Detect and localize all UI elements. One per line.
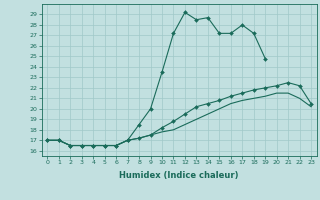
X-axis label: Humidex (Indice chaleur): Humidex (Indice chaleur) bbox=[119, 171, 239, 180]
